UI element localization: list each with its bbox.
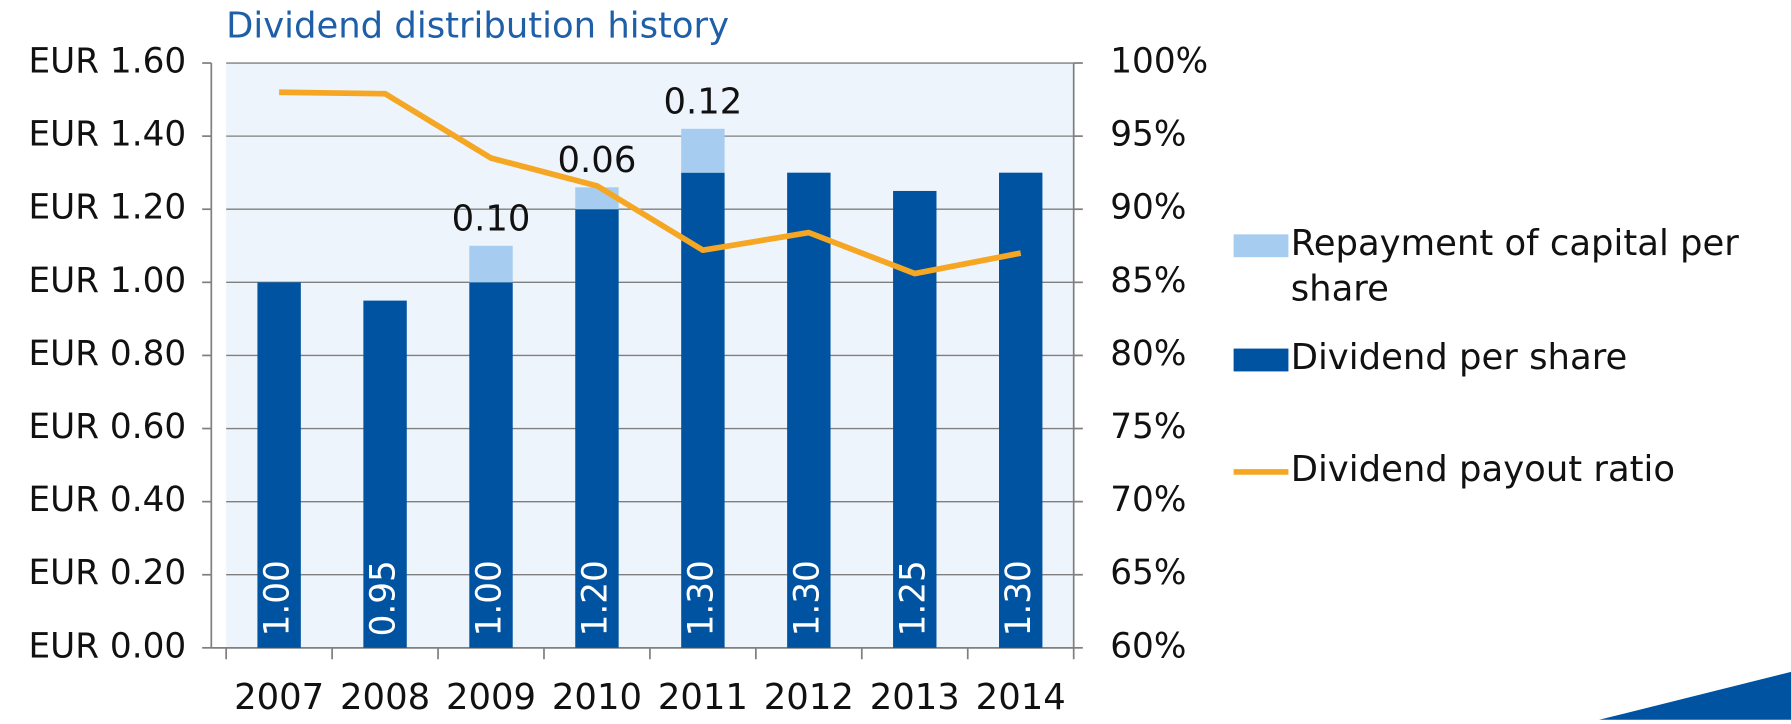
legend-item: Repayment of capital per share — [1290, 222, 1739, 310]
y-tick-label: EUR 0.40 — [29, 480, 187, 520]
bar-segment — [999, 172, 1043, 648]
bar-value-label: 1.25 — [893, 560, 933, 636]
legend-label: Repayment of capital per share — [1290, 222, 1739, 310]
bar-segment — [787, 172, 831, 648]
y2-tick-label: 100% — [1110, 42, 1208, 82]
legend-label: Dividend payout ratio — [1290, 449, 1676, 491]
line-series — [279, 89, 1022, 277]
x-tick-label: 2013 — [870, 677, 960, 718]
bar-value-label: 0.12 — [663, 82, 742, 123]
legend-item: Dividend per share — [1290, 337, 1628, 379]
x-tick-label: 2014 — [976, 677, 1066, 718]
bar-segment — [681, 128, 725, 173]
bar-segment — [575, 209, 619, 648]
y-tick-label: EUR 1.00 — [29, 261, 187, 301]
decor-swoosh — [1599, 671, 1791, 720]
y2-tick-label: 70% — [1110, 480, 1186, 520]
y2-tick-label: 85% — [1110, 261, 1186, 301]
x-tick-label: 2012 — [764, 677, 854, 718]
legend-swatch — [1233, 234, 1289, 258]
bar-value-label: 1.30 — [999, 560, 1039, 636]
bar-segment — [469, 245, 513, 283]
bar-value-label: 0.95 — [364, 560, 404, 636]
bar-segment — [469, 282, 513, 648]
bar-value-label: 1.30 — [681, 560, 721, 636]
y2-tick-label: 60% — [1110, 626, 1186, 666]
x-tick-label: 2009 — [446, 677, 536, 718]
x-tick-label: 2007 — [234, 677, 324, 718]
y2-tick-label: 65% — [1110, 553, 1186, 593]
y-tick-label: EUR 0.20 — [29, 553, 187, 593]
y2-tick-label: 95% — [1110, 115, 1186, 155]
legend-label: Dividend per share — [1290, 337, 1628, 379]
bar-value-label: 1.00 — [470, 560, 510, 636]
y2-tick-label: 80% — [1110, 334, 1186, 374]
y-tick-label: EUR 1.40 — [29, 115, 187, 155]
bar-value-label: 1.20 — [575, 560, 615, 636]
y-tick-label: EUR 1.20 — [29, 188, 187, 228]
x-tick-label: 2008 — [340, 677, 430, 718]
bar-value-label: 1.30 — [787, 560, 827, 636]
y2-tick-label: 90% — [1110, 188, 1186, 228]
chart-title: Dividend distribution history — [226, 6, 729, 47]
bar-value-label: 0.06 — [558, 140, 637, 181]
bar-segment — [363, 300, 407, 648]
legend-swatch — [1233, 348, 1289, 372]
y2-tick-label: 75% — [1110, 407, 1186, 447]
y-tick-label: EUR 1.60 — [29, 42, 187, 82]
y-tick-label: EUR 0.60 — [29, 407, 187, 447]
legend-item: Dividend payout ratio — [1290, 449, 1676, 491]
y-tick-label: EUR 0.80 — [29, 334, 187, 374]
x-tick-label: 2010 — [552, 677, 642, 718]
bar-segment — [257, 282, 301, 648]
x-tick-label: 2011 — [658, 677, 748, 718]
bar-value-label: 1.00 — [258, 560, 298, 636]
y-tick-label: EUR 0.00 — [29, 626, 187, 666]
bar-value-label: 0.10 — [452, 199, 531, 240]
